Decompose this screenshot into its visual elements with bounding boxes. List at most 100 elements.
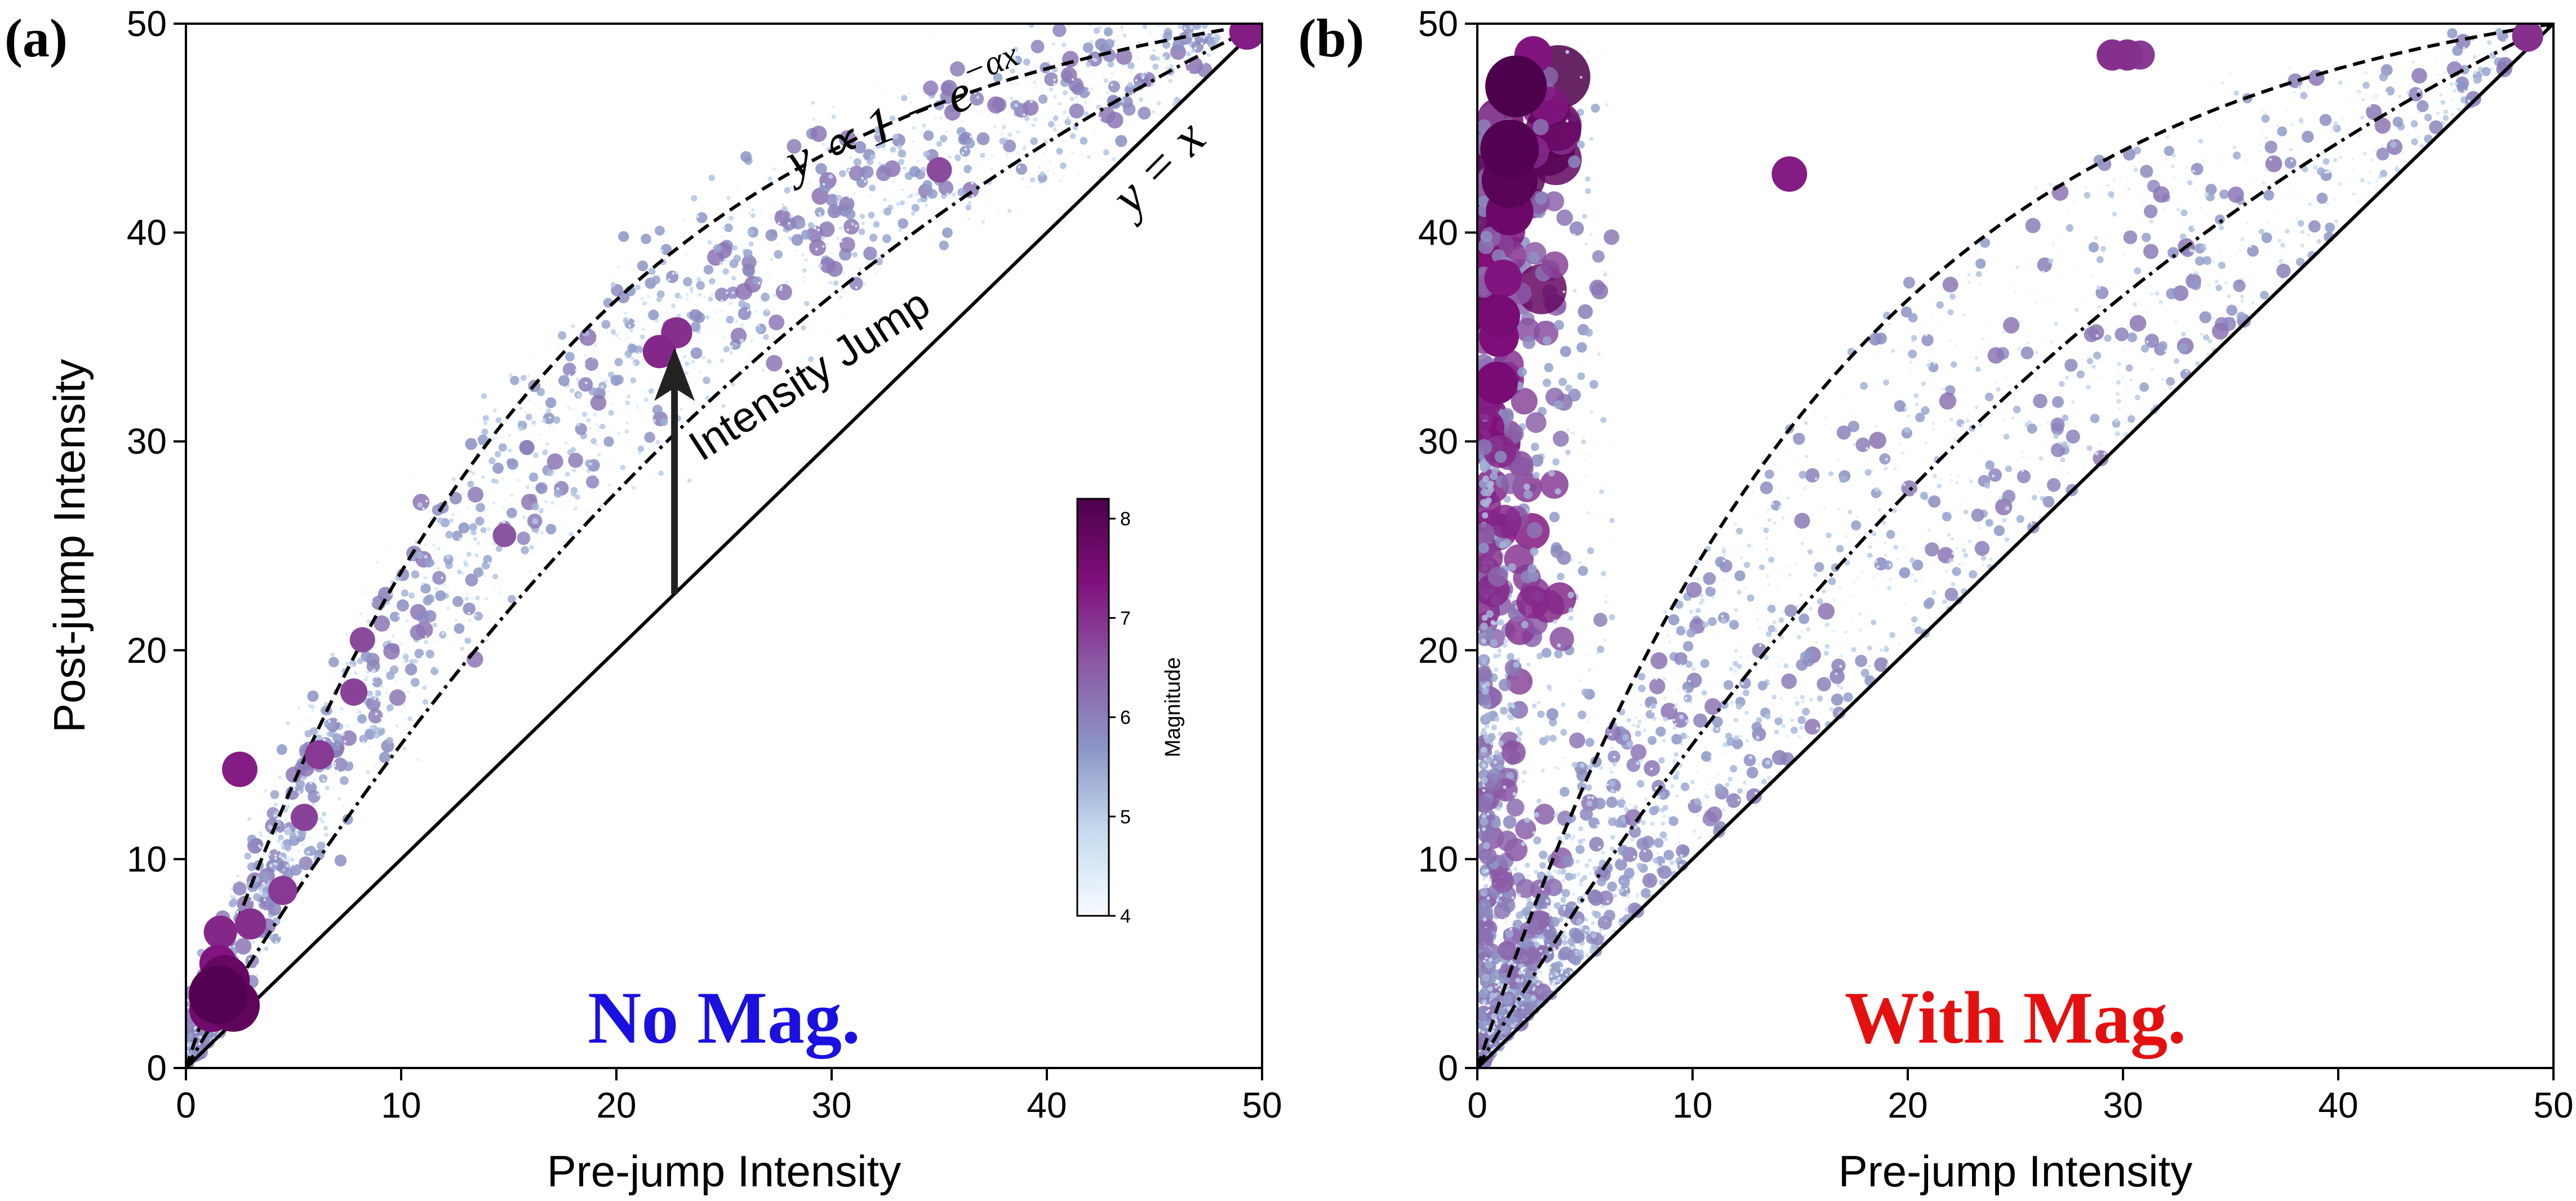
scatter-point bbox=[510, 493, 514, 497]
scatter-point bbox=[939, 116, 943, 119]
scatter-point bbox=[1534, 870, 1539, 875]
scatter-point bbox=[376, 642, 379, 645]
scatter-point bbox=[274, 869, 277, 872]
scatter-point bbox=[695, 279, 698, 282]
scatter-point bbox=[1098, 26, 1102, 30]
colorbar-tick-label: 6 bbox=[1120, 707, 1131, 729]
y-tick-label: 0 bbox=[146, 1048, 167, 1088]
scatter-point bbox=[1056, 123, 1060, 126]
scatter-point bbox=[783, 241, 785, 244]
scatter-point bbox=[589, 463, 592, 466]
scatter-point bbox=[1731, 544, 1734, 548]
scatter-point bbox=[341, 732, 345, 736]
scatter-point bbox=[982, 223, 985, 226]
scatter-point bbox=[368, 708, 383, 724]
scatter-point bbox=[787, 139, 802, 154]
scatter-point bbox=[643, 397, 649, 402]
scatter-point bbox=[1589, 233, 1593, 236]
scatter-point bbox=[2157, 374, 2160, 378]
scatter-point bbox=[1653, 849, 1655, 853]
scatter-point bbox=[2017, 469, 2031, 484]
scatter-point bbox=[1602, 48, 1605, 51]
scatter-point bbox=[1048, 121, 1055, 128]
scatter-point bbox=[1638, 823, 1641, 827]
scatter-point bbox=[1589, 136, 1594, 141]
scatter-point bbox=[1584, 475, 1587, 478]
scatter-point bbox=[1023, 144, 1027, 148]
scatter-point bbox=[2451, 98, 2454, 101]
scatter-point bbox=[1599, 766, 1604, 770]
scatter-point bbox=[2260, 178, 2264, 180]
scatter-point bbox=[2442, 115, 2449, 121]
scatter-point bbox=[643, 419, 646, 422]
scatter-point bbox=[945, 154, 948, 157]
scatter-point bbox=[569, 531, 574, 537]
scatter-point bbox=[2328, 75, 2331, 78]
scatter-point bbox=[999, 138, 1006, 145]
scatter-point bbox=[529, 544, 534, 550]
scatter-point bbox=[893, 124, 896, 127]
scatter-point bbox=[714, 287, 729, 302]
scatter-point bbox=[730, 345, 734, 348]
scatter-point bbox=[774, 250, 783, 259]
scatter-point bbox=[291, 851, 294, 854]
scatter-point bbox=[818, 219, 820, 223]
scatter-point bbox=[545, 524, 557, 535]
scatter-point bbox=[1778, 654, 1781, 658]
scatter-point bbox=[1978, 522, 1981, 525]
scatter-point bbox=[1115, 135, 1127, 147]
scatter-point bbox=[796, 159, 800, 162]
scatter-point bbox=[454, 623, 465, 634]
scatter-point bbox=[2240, 277, 2244, 281]
scatter-point bbox=[822, 245, 825, 248]
scatter-point bbox=[2467, 74, 2470, 77]
scatter-point bbox=[415, 712, 418, 715]
scatter-point bbox=[627, 394, 631, 399]
scatter-point bbox=[284, 844, 292, 852]
scatter-point bbox=[334, 762, 336, 765]
scatter-point bbox=[1911, 340, 1914, 344]
scatter-point bbox=[757, 312, 760, 315]
scatter-point bbox=[424, 543, 427, 546]
scatter-point bbox=[369, 695, 373, 699]
scatter-point bbox=[1613, 756, 1616, 759]
scatter-point bbox=[1070, 133, 1076, 139]
scatter-point bbox=[1062, 148, 1065, 151]
scatter-point bbox=[980, 153, 985, 158]
scatter-point bbox=[1674, 842, 1677, 845]
scatter-point bbox=[380, 613, 383, 616]
scatter-point bbox=[345, 633, 348, 636]
scatter-point bbox=[524, 411, 527, 414]
scatter-point bbox=[382, 609, 385, 612]
scatter-point bbox=[2004, 537, 2010, 542]
scatter-point bbox=[1781, 724, 1786, 728]
scatter-point bbox=[1544, 363, 1553, 373]
scatter-point bbox=[573, 506, 576, 509]
scatter-point bbox=[2209, 221, 2212, 224]
scatter-point bbox=[292, 786, 295, 789]
scatter-point bbox=[742, 348, 745, 351]
scatter-point bbox=[969, 72, 972, 75]
scatter-point bbox=[964, 148, 967, 150]
scatter-point bbox=[432, 571, 446, 585]
scatter-point bbox=[1902, 395, 1905, 398]
scatter-point bbox=[472, 568, 475, 571]
scatter-point bbox=[1730, 701, 1734, 704]
scatter-point bbox=[2033, 393, 2048, 409]
scatter-point bbox=[1591, 921, 1595, 925]
scatter-point bbox=[938, 180, 954, 196]
scatter-point bbox=[1993, 217, 1996, 220]
scatter-point bbox=[819, 215, 822, 218]
scatter-point bbox=[794, 282, 797, 285]
scatter-point bbox=[2080, 298, 2083, 300]
scatter-point bbox=[871, 83, 874, 86]
scatter-point bbox=[676, 313, 681, 318]
scatter-point bbox=[917, 159, 920, 163]
scatter-point bbox=[1557, 836, 1562, 841]
scatter-point bbox=[1763, 654, 1769, 661]
scatter-point bbox=[2041, 270, 2045, 273]
scatter-point bbox=[1974, 356, 1978, 360]
scatter-point bbox=[1644, 718, 1647, 721]
scatter-point bbox=[538, 406, 541, 409]
scatter-point bbox=[1655, 852, 1659, 856]
